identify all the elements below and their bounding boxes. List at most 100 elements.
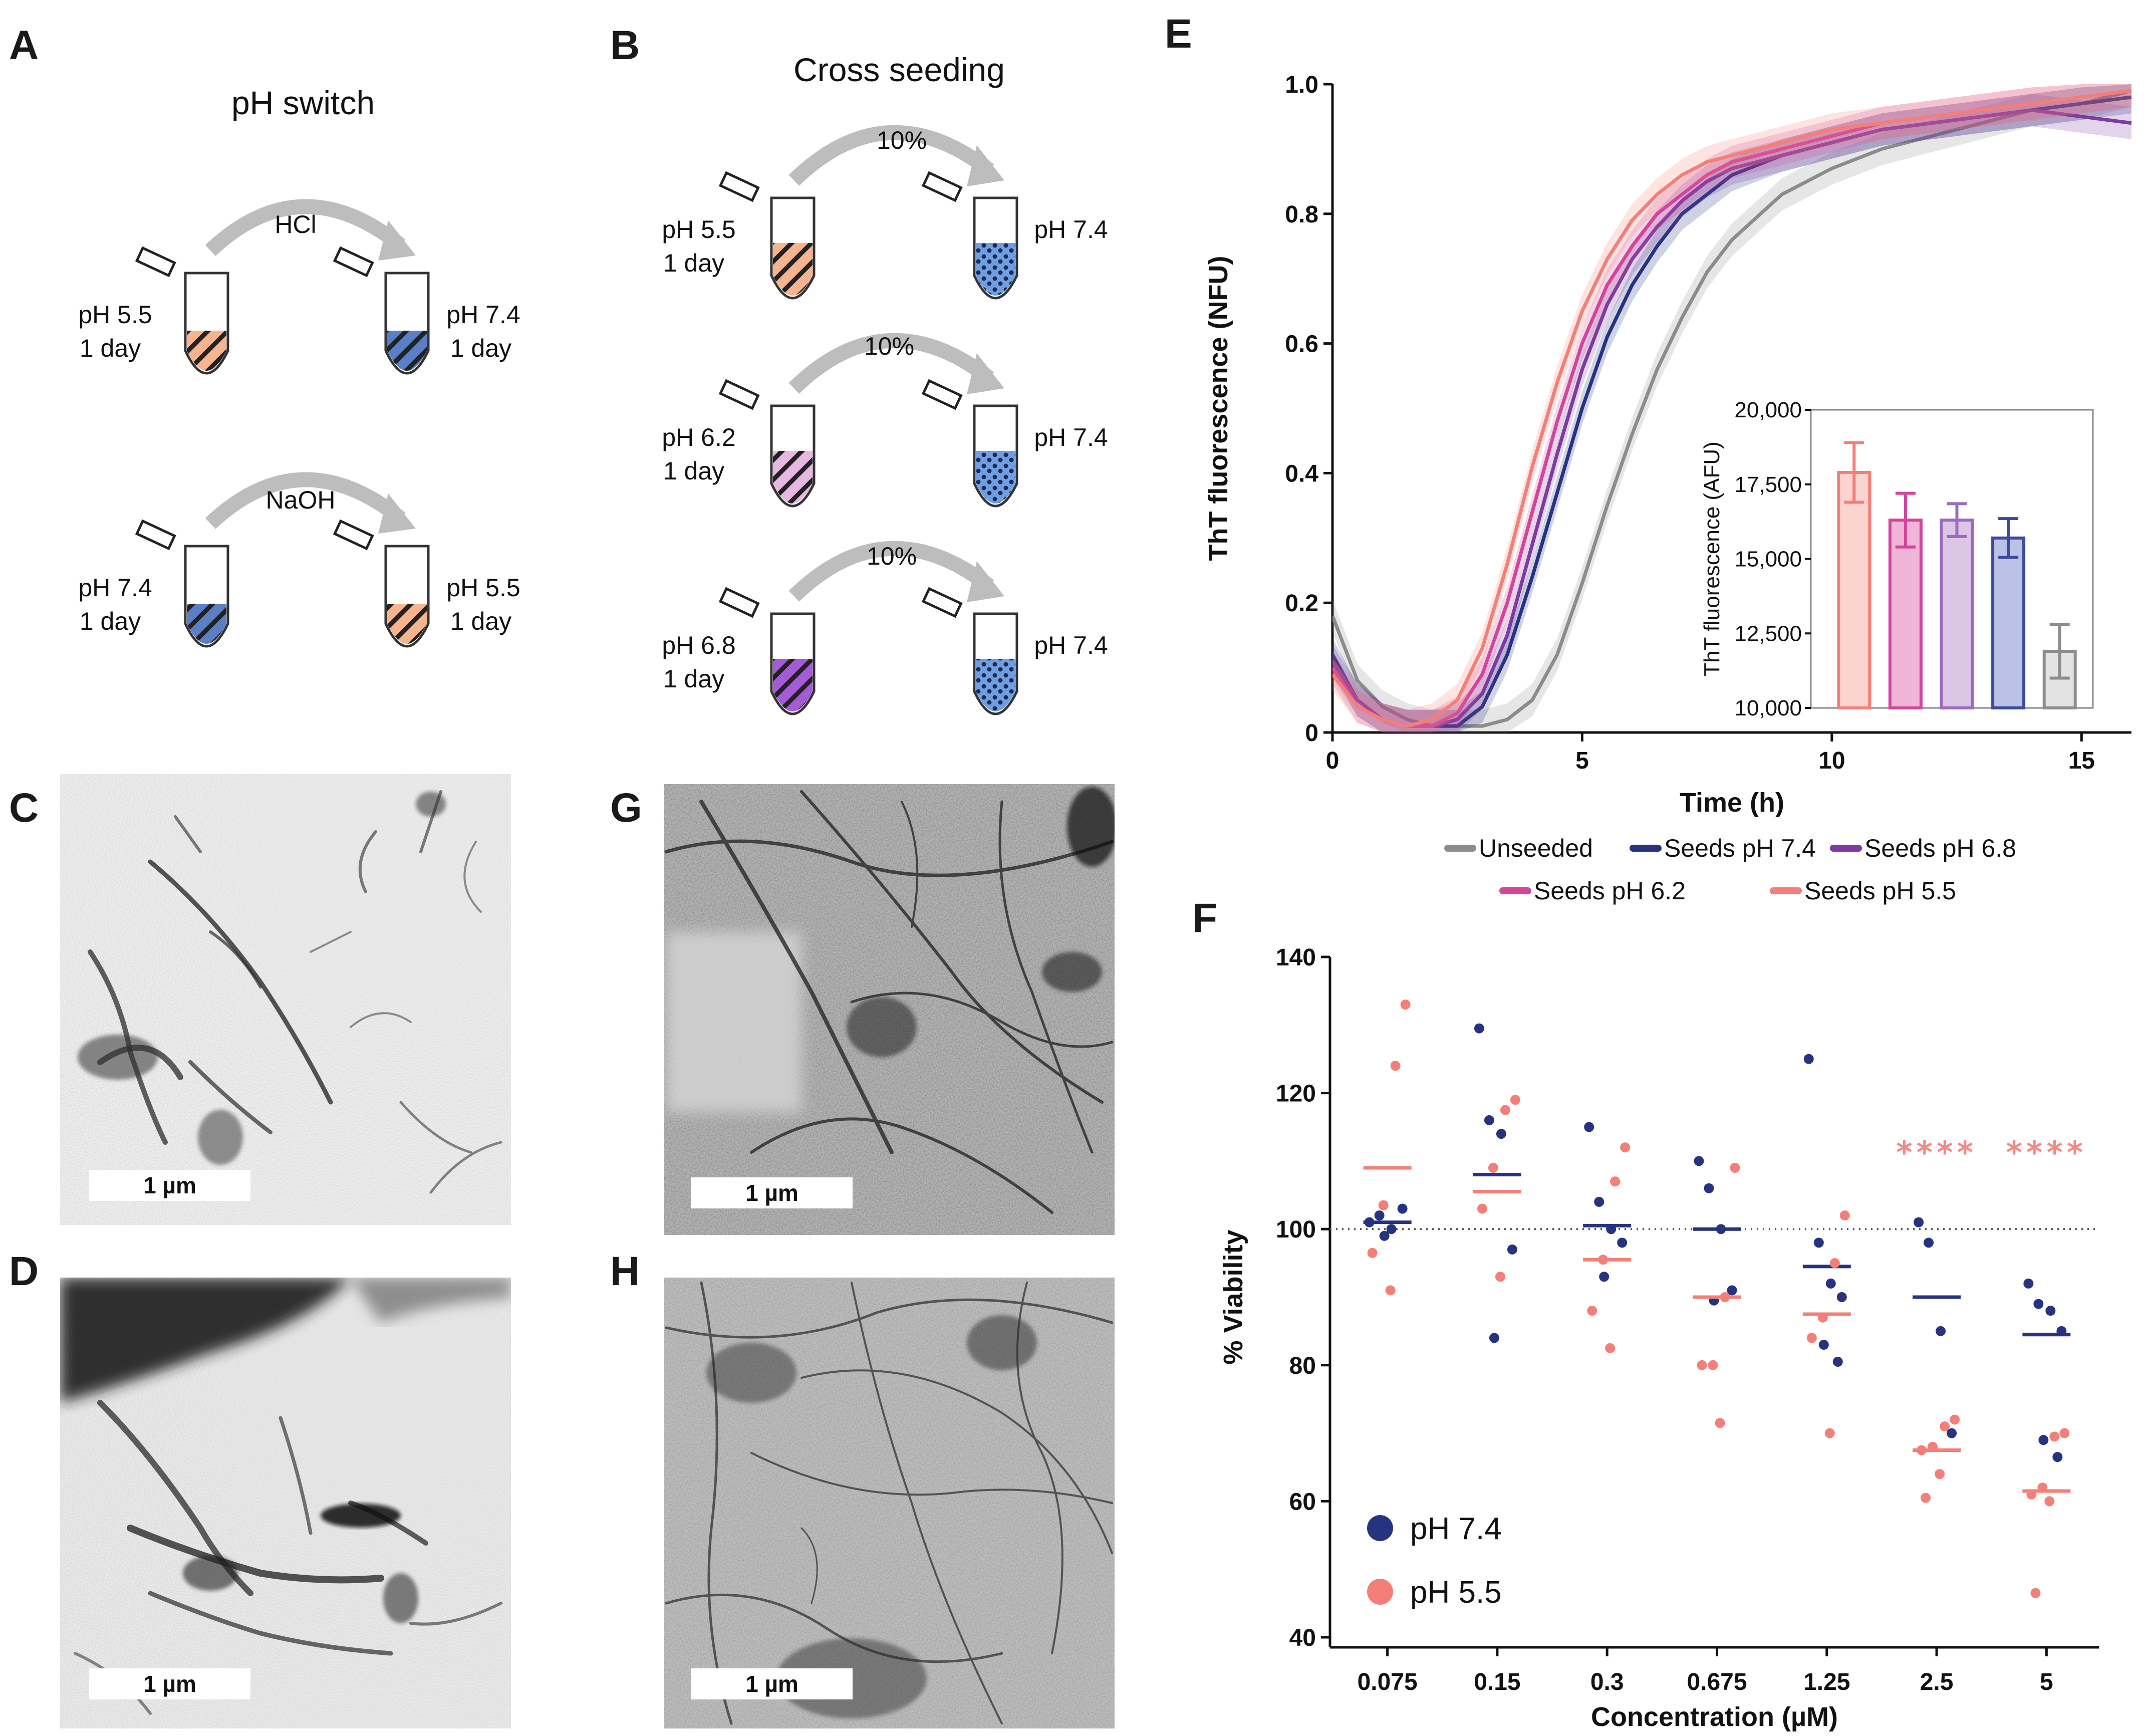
panel-label-c: C [9, 785, 39, 831]
data-point-ph-5-5 [1806, 1333, 1817, 1343]
data-point-ph-7-4 [1584, 1122, 1594, 1132]
left-time: 1 day [663, 249, 724, 277]
right-ph: pH 5.5 [446, 574, 520, 602]
legend-label: Seeds pH 6.8 [1864, 834, 2016, 862]
x-tick-label: 2.5 [1920, 1669, 1954, 1695]
data-point-ph-5-5 [1935, 1469, 1945, 1479]
data-point-ph-5-5 [1500, 1105, 1510, 1115]
data-point-ph-5-5 [1510, 1095, 1520, 1105]
data-point-ph-5-5 [1587, 1306, 1597, 1316]
legend-label: Seeds pH 6.2 [1534, 877, 1686, 905]
data-point-ph-7-4 [1803, 1054, 1814, 1064]
scale-bar-label: 1 µm [745, 1180, 798, 1206]
scale-bar-label: 1 µm [745, 1671, 798, 1697]
panel-label-d: D [9, 1249, 39, 1294]
scale-bar-label: 1 µm [143, 1172, 196, 1198]
inset-y-tick-label: 20,000 [1734, 398, 1802, 422]
arrow-head [378, 220, 416, 261]
panel-label-h: H [610, 1249, 640, 1294]
data-point-ph-5-5 [2044, 1496, 2055, 1507]
legend-label: Seeds pH 5.5 [1804, 877, 1956, 905]
left-ph: pH 6.8 [662, 631, 735, 659]
inset-y-axis-title: ThT fluorescence (AFU) [1700, 441, 1724, 676]
panel-g: G 1 µm [610, 784, 1115, 1235]
data-point-ph-7-4 [1704, 1183, 1714, 1193]
y-tick-label: 0.2 [1285, 590, 1318, 617]
left-time: 1 day [663, 665, 724, 693]
data-point-ph-7-4 [1379, 1230, 1390, 1241]
transfer-arrow [205, 472, 406, 529]
panel-b: B Cross seeding 10% pH 5.5 1 day pH 7.4 [610, 23, 1108, 715]
y-tick-label: 0.4 [1285, 460, 1318, 487]
seed-percent: 10% [867, 542, 917, 570]
y-tick-label: 140 [1276, 944, 1316, 971]
cross-seed-row-2: 10% pH 6.2 1 day pH 7.4 [662, 332, 1108, 508]
legend-dot [1367, 1579, 1393, 1605]
panel-a-title: pH switch [231, 84, 375, 121]
ht-kinetics-chart: 0 0.2 0.4 0.6 0.8 1.0 0 5 10 15 Time (h) ThT fluore… [1203, 72, 2132, 818]
series-band-seeds-ph-7-4 [1332, 84, 2131, 732]
transfer-arrow [788, 333, 994, 394]
data-point-ph-7-4 [1599, 1272, 1609, 1282]
transfer-arrow [205, 199, 406, 256]
tube-left [135, 246, 229, 375]
panel-d: D 1 µm [9, 1249, 511, 1728]
data-point-ph-7-4 [2045, 1306, 2056, 1316]
tube-left [718, 379, 816, 508]
data-point-ph-7-4 [1914, 1217, 1924, 1227]
data-point-ph-5-5 [1921, 1493, 1931, 1503]
x-tick-label: 5 [2040, 1669, 2053, 1695]
y-tick-label: 80 [1289, 1353, 1316, 1379]
y-axis-title: % Viability [1218, 1229, 1248, 1364]
left-ph: pH 6.2 [662, 423, 735, 451]
data-point-ph-5-5 [1829, 1258, 1840, 1269]
left-ph: pH 5.5 [662, 215, 735, 243]
tube-right [921, 379, 1018, 508]
scale-bar [89, 1170, 250, 1201]
panel-label-f: F [1192, 895, 1217, 941]
legend-label: pH 5.5 [1410, 1575, 1502, 1610]
tube-left [135, 519, 229, 648]
left-time: 1 day [80, 334, 141, 362]
data-point-ph-7-4 [2023, 1278, 2034, 1289]
tube-right [921, 587, 1018, 715]
arrow-head [967, 353, 1004, 394]
data-point-ph-5-5 [1824, 1428, 1835, 1438]
tube-left [718, 587, 816, 715]
scale-bar [691, 1668, 853, 1699]
scale-bar-label: 1 µm [143, 1671, 196, 1697]
x-tick-label: 10 [1818, 748, 1845, 774]
kinetics-legend: Unseeded Seeds pH 7.4 Seeds pH 6.8 Seeds pH… [1444, 834, 2016, 905]
tem-image-g [664, 784, 1115, 1235]
panel-c: C 1 µm [9, 774, 511, 1225]
y-tick-label: 0.6 [1285, 331, 1318, 358]
x-tick-label: 15 [2068, 748, 2095, 774]
x-tick-label: 0.15 [1474, 1669, 1520, 1695]
tube-right [333, 246, 430, 375]
right-ph: pH 7.4 [1034, 631, 1108, 659]
x-tick-label: 5 [1575, 748, 1589, 774]
series-group [1332, 84, 2132, 732]
significance-stars: **** [1896, 1134, 1977, 1171]
y-tick-label: 60 [1289, 1489, 1316, 1515]
x-axis-title: Time (h) [1680, 788, 1784, 818]
data-point-ph-5-5 [1715, 1418, 1725, 1428]
data-point-ph-7-4 [2038, 1435, 2049, 1445]
arrow-head [967, 145, 1004, 186]
x-tick-label: 0 [1326, 748, 1339, 774]
seed-percent: 10% [864, 332, 914, 360]
data-point-ph-5-5 [1697, 1360, 1707, 1370]
series-line-seeds-ph-5-5 [1332, 89, 2132, 728]
viability-chart: 40 60 80 100 120 140 0.075 0.15 0.3 0.675 1.25 2.5 5… [1218, 944, 2099, 1732]
transfer-arrow [788, 125, 994, 186]
panel-h: H 1 µm [610, 1249, 1115, 1728]
tem-image-c [60, 774, 511, 1225]
data-point-ph-7-4 [1924, 1237, 1934, 1248]
left-time: 1 day [80, 607, 141, 635]
data-point-ph-7-4 [1836, 1292, 1847, 1302]
ph-switch-row-naoh: NaOH pH 7.4 1 day pH 5.5 1 day [78, 472, 520, 648]
data-point-ph-5-5 [1730, 1162, 1740, 1173]
y-tick-label: 40 [1289, 1625, 1316, 1651]
y-tick-label: 120 [1276, 1081, 1316, 1107]
